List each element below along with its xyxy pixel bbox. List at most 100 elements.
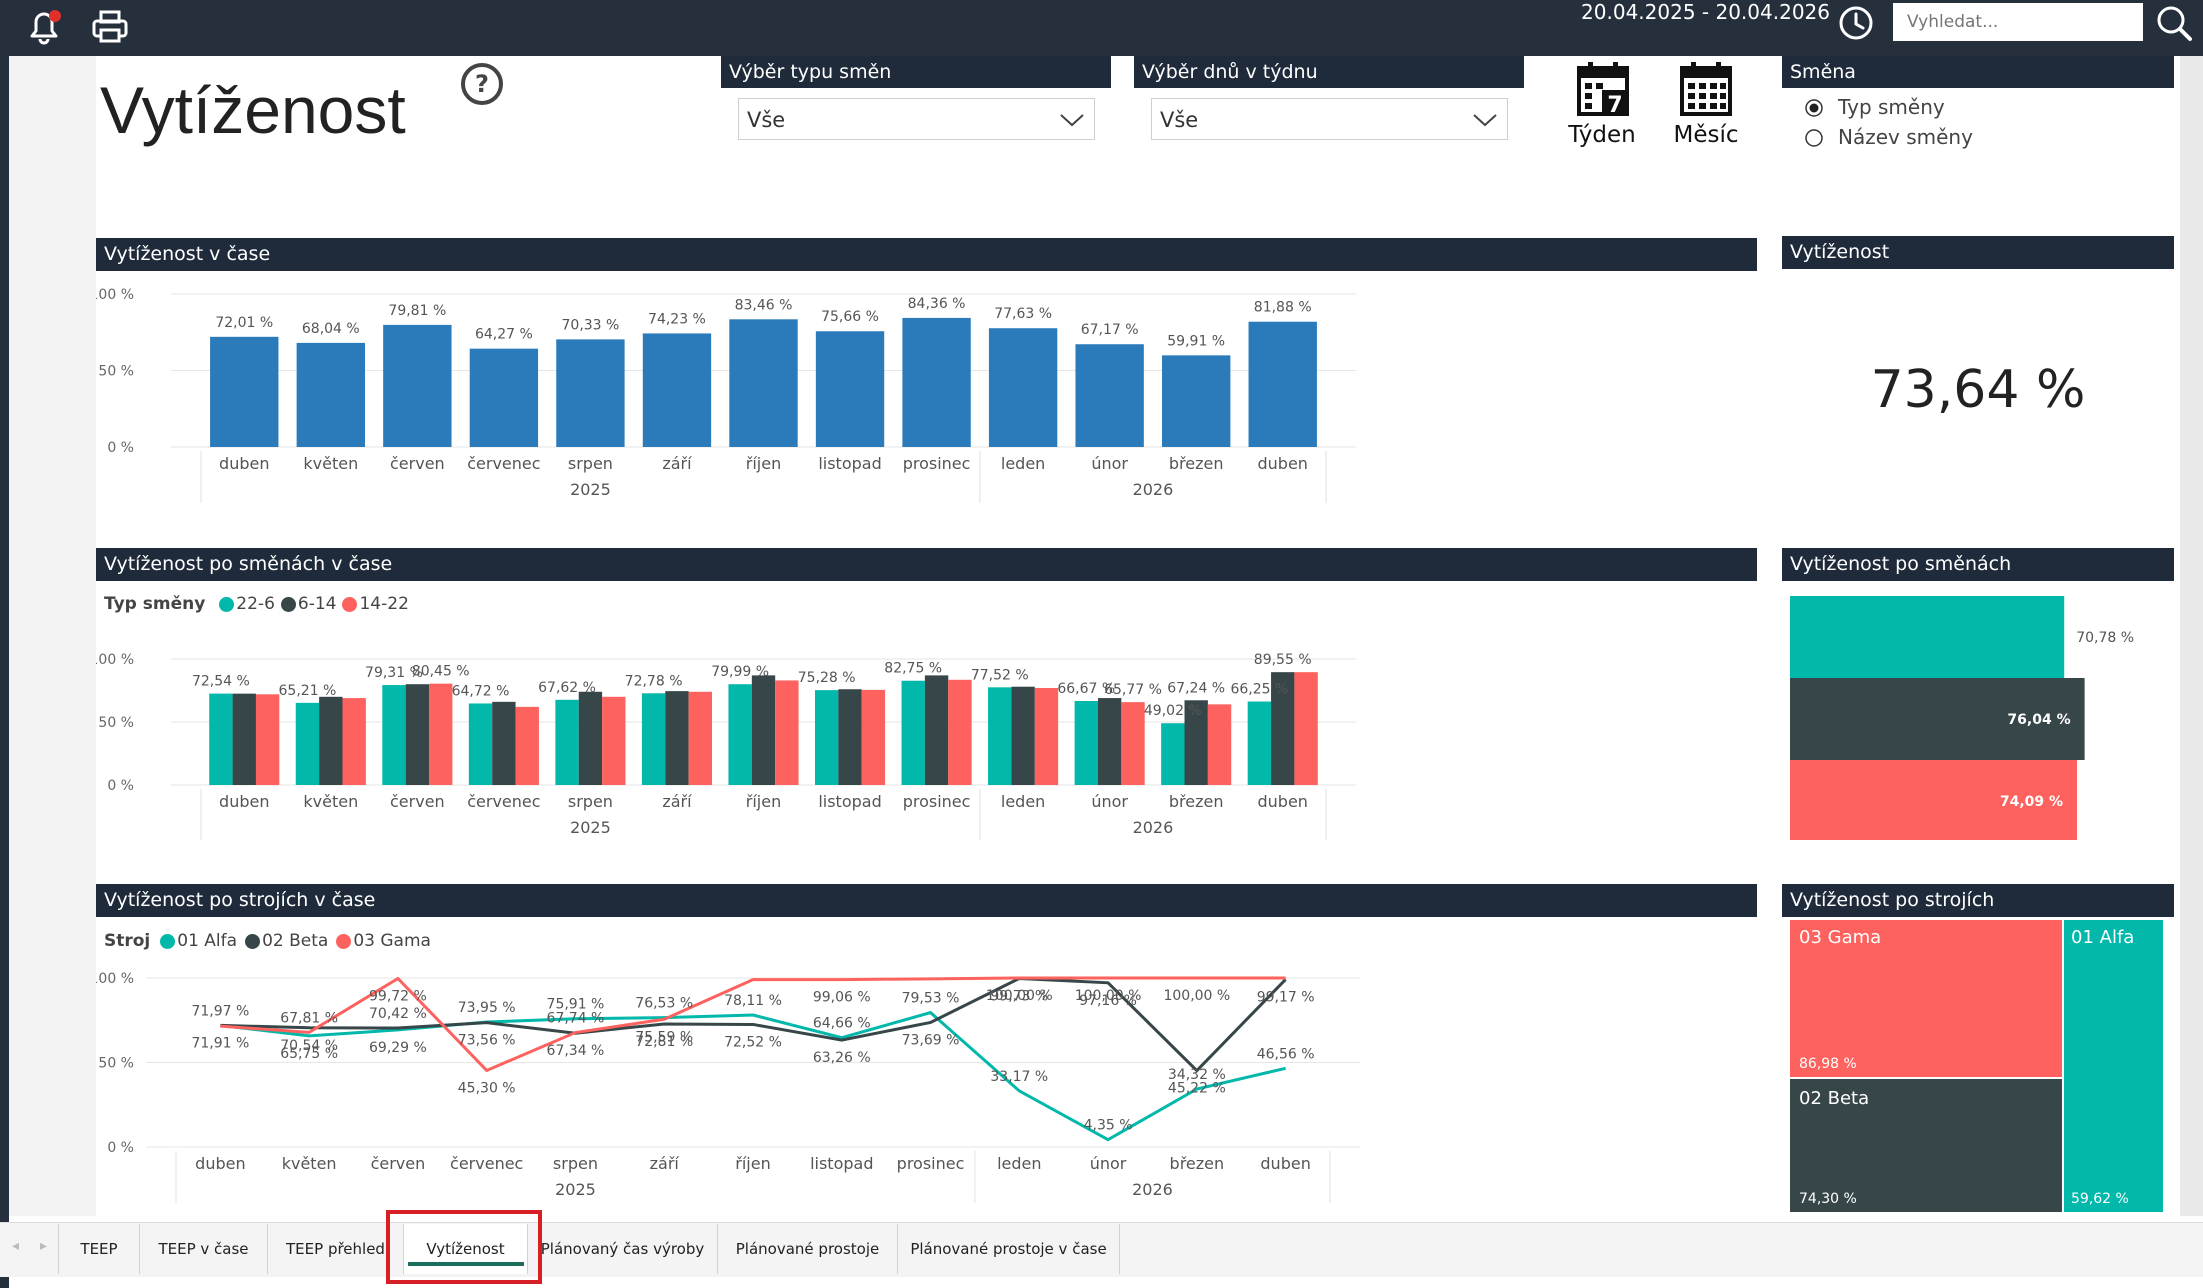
radio-option-nazev-smeny[interactable]: Název směny [1804, 124, 2054, 154]
data-label: 45,30 % [458, 1080, 516, 1096]
legend-label: 22-6 [236, 594, 275, 614]
data-label: 65,77 % [1104, 682, 1162, 698]
chart-machine-legend: Stroj 01 Alfa 02 Beta 03 Gama [104, 931, 439, 951]
x-tick-label: prosinec [897, 1154, 965, 1173]
bar-6-14-únor [1097, 698, 1122, 785]
treemap-beta[interactable]: 02 Beta 74,30 % [1790, 1079, 2062, 1212]
data-label: 70,54 % [280, 1038, 338, 1054]
bell-icon[interactable] [22, 6, 66, 46]
data-label: 72,52 % [724, 1034, 782, 1050]
data-label: 100,00 % [1163, 988, 1230, 1004]
treemap-label: 02 Beta [1799, 1088, 1870, 1109]
treemap-alfa[interactable]: 01 Alfa 59,62 % [2064, 920, 2163, 1212]
data-label: 49,02 % [1144, 703, 1202, 719]
help-icon[interactable]: ? [461, 63, 503, 105]
tab-vytizenost[interactable]: Vytíženost [404, 1224, 528, 1274]
bar-14-22-březen [1207, 704, 1232, 785]
line-03 Gama [220, 976, 1286, 1073]
treemap-label: 01 Alfa [2071, 927, 2135, 948]
bar-14-22-květen [342, 698, 366, 785]
radio-option-label: Typ směny [1838, 95, 1945, 119]
x-tick-label: říjen [735, 1154, 770, 1173]
bar-22-6-duben [209, 693, 233, 785]
tab-planovane-prostoje-v-case[interactable]: Plánované prostoje v čase [898, 1224, 1120, 1274]
data-label: 99,72 % [369, 988, 427, 1004]
chart-shift-time[interactable]: 100 % 50 % 0 % duben květen červen červenec srp… [96, 640, 1757, 850]
card-shift-bars[interactable]: 70,78 % 76,04 % 74,09 % [1782, 590, 2180, 840]
tab-scroll-left-icon[interactable]: ◂ [12, 1238, 20, 1254]
data-label: 70,33 % [562, 317, 620, 333]
bar-prosinec [902, 317, 971, 447]
bar-14-22-říjen [775, 680, 799, 785]
print-icon[interactable] [88, 6, 132, 46]
data-label: 67,81 % [280, 1010, 338, 1026]
bar-6-14-srpen [578, 691, 603, 785]
clock-icon[interactable] [1836, 3, 1876, 43]
data-label: 72,54 % [192, 674, 250, 690]
x-tick-label: červenec [467, 792, 540, 811]
tab-teep-v-case[interactable]: TEEP v čase [140, 1224, 268, 1274]
tab-planovany-cas-vyroby[interactable]: Plánovaný čas výroby [528, 1224, 718, 1274]
shift-type-dropdown[interactable]: Vše [738, 98, 1095, 140]
y-tick-label: 0 % [107, 778, 134, 794]
data-label: 71,91 % [191, 1035, 249, 1051]
data-label: 74,09 % [2000, 794, 2063, 810]
x-tick-label: duben [219, 454, 269, 473]
week-button[interactable]: 7 Týden [1556, 60, 1648, 152]
y-tick-label: 50 % [98, 1056, 134, 1072]
bar-6-14 [1790, 678, 2085, 760]
tab-teep-prehled[interactable]: TEEP přehled [268, 1224, 404, 1274]
x-tick-label: květen [282, 1154, 337, 1173]
tab-label: Plánované prostoje [735, 1240, 880, 1258]
tab-scroll-right-icon[interactable]: ▸ [40, 1238, 48, 1254]
bar-14-22-srpen [602, 696, 626, 785]
chart-shift-time-header: Vytíženost po směnách v čase [96, 548, 1757, 581]
bar-květen [296, 342, 365, 447]
tab-teep[interactable]: TEEP [58, 1224, 140, 1274]
bar-14-22-červenec [515, 706, 539, 785]
month-button-label: Měsíc [1673, 122, 1739, 148]
bar-14-22-únor [1121, 702, 1145, 785]
canvas-right-margin [2180, 56, 2203, 1216]
bar-22-6-duben [1247, 701, 1272, 785]
month-button[interactable]: Měsíc [1660, 60, 1752, 152]
data-label: 77,52 % [971, 667, 1029, 683]
bar-únor [1075, 344, 1144, 447]
tab-label: TEEP v čase [158, 1240, 249, 1258]
chart-machine-time[interactable]: 100 % 50 % 0 % duben květen červen červenec srp… [96, 960, 1757, 1210]
bar-22-6 [1790, 596, 2065, 678]
chevron-down-icon [1060, 114, 1084, 127]
bar-22-6-listopad [814, 690, 839, 785]
data-label: 97,16 % [1079, 993, 1137, 1009]
bar-14-22-listopad [861, 689, 886, 785]
tab-label: TEEP přehled [286, 1240, 385, 1258]
y-tick-label: 50 % [98, 364, 134, 380]
chart-time[interactable]: 100 % 50 % 0 % duben květen červen červenec srp… [96, 271, 1757, 511]
treemap-gama[interactable]: 03 Gama 86,98 % [1790, 920, 2062, 1077]
data-label: 67,74 % [547, 1011, 605, 1027]
data-label: 46,56 % [1257, 1046, 1315, 1062]
shift-type-slicer-header: Výběr typu směn [721, 56, 1111, 88]
radio-option-typ-smeny[interactable]: Typ směny [1804, 94, 2054, 124]
search-icon[interactable] [2152, 2, 2196, 44]
x-tick-label: prosinec [903, 792, 971, 811]
year-label: 2025 [570, 818, 611, 837]
x-tick-label: duben [195, 1154, 245, 1173]
calendar-week-digit: 7 [1607, 93, 1622, 118]
data-label: 67,62 % [538, 680, 596, 696]
data-label: 99,73 % [990, 988, 1048, 1004]
tab-label: Vytíženost [426, 1240, 505, 1258]
tab-planovane-prostoje[interactable]: Plánované prostoje [718, 1224, 898, 1274]
page-title: Vytíženost [100, 73, 406, 147]
weekday-dropdown[interactable]: Vše [1151, 98, 1508, 140]
bar-22-6-květen [295, 702, 320, 785]
x-tick-label: březen [1169, 454, 1224, 473]
data-label: 84,36 % [908, 296, 966, 312]
search-input[interactable] [1893, 3, 2143, 41]
date-range: 20.04.2025 - 20.04.2026 [1581, 0, 1830, 24]
bar-22-6-říjen [728, 684, 752, 785]
x-tick-label: únor [1091, 792, 1128, 811]
x-tick-label: duben [219, 792, 269, 811]
bar-září [642, 333, 712, 447]
data-label: 100,00 % [986, 988, 1053, 1004]
